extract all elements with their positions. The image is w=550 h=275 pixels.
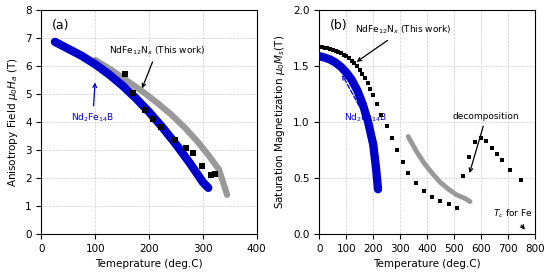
Text: NdFe$_{12}$N$_x$ (This work): NdFe$_{12}$N$_x$ (This work) [355,24,451,61]
Text: Nd$_2$Fe$_{14}$B: Nd$_2$Fe$_{14}$B [71,84,114,124]
Text: (b): (b) [330,18,348,32]
Text: Nd$_2$Fe$_{14}$B: Nd$_2$Fe$_{14}$B [343,76,387,124]
X-axis label: Temeprature (deg.C): Temeprature (deg.C) [95,259,203,270]
Text: NdFe$_{12}$N$_x$ (This work): NdFe$_{12}$N$_x$ (This work) [109,44,205,87]
Text: decomposition: decomposition [453,112,520,172]
Y-axis label: Saturation Magnetization $\mu_0 M_s$(T): Saturation Magnetization $\mu_0 M_s$(T) [273,35,288,209]
X-axis label: Temperature (deg.C): Temperature (deg.C) [373,259,481,270]
Y-axis label: Anisotropy Field $\mu_0 H_a$ (T): Anisotropy Field $\mu_0 H_a$ (T) [6,57,20,187]
Text: (a): (a) [52,18,70,32]
Text: $T_c$ for Fe: $T_c$ for Fe [493,208,532,229]
